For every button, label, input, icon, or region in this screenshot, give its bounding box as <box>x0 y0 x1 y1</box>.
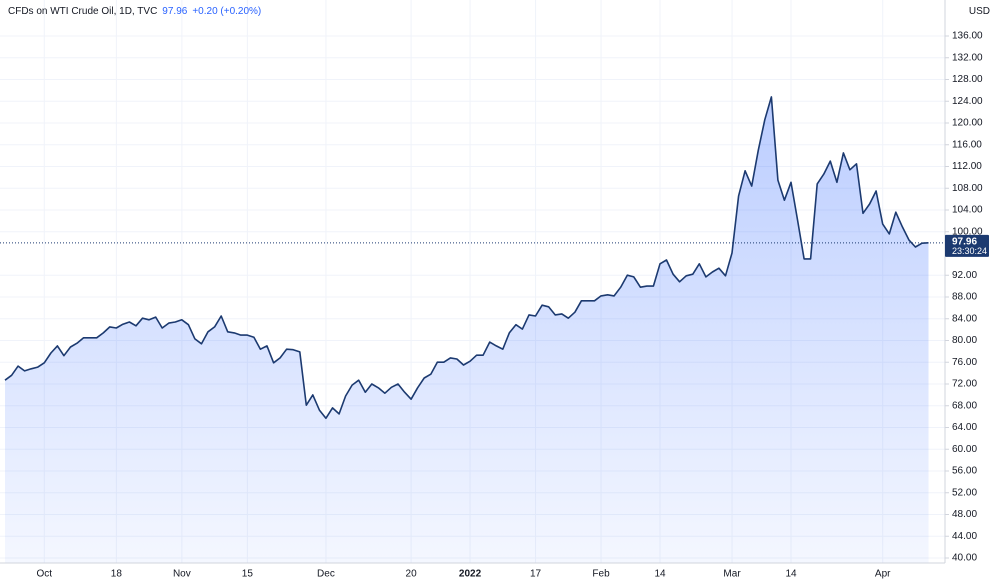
last-price-label: 97.96 <box>952 236 977 247</box>
y-tick-label: 76.00 <box>952 357 977 368</box>
x-tick-label: Apr <box>875 569 891 580</box>
x-tick-label: Dec <box>317 569 335 580</box>
y-tick-label: 100.00 <box>952 226 983 237</box>
countdown: 23:30:24 <box>952 246 987 256</box>
y-tick-label: 116.00 <box>952 139 982 150</box>
price: 97.96 <box>162 6 188 17</box>
x-tick-label: Feb <box>592 569 610 580</box>
axes: 40.00 44.00 48.00 52.00 56.00 60.00 64.00 68.00… <box>37 31 989 580</box>
x-tick-label: 18 <box>111 569 123 580</box>
change: +0.20 (+0.20%) <box>192 6 262 17</box>
x-tick-label: 2022 <box>459 569 482 580</box>
y-tick-label: 52.00 <box>952 487 977 498</box>
y-tick-label: 48.00 <box>952 509 977 520</box>
y-tick-label: 72.00 <box>952 379 977 390</box>
y-tick-label: 136.00 <box>952 31 983 42</box>
y-tick-label: 80.00 <box>952 335 977 346</box>
y-tick-label: 112.00 <box>952 161 982 172</box>
x-tick-label: 17 <box>530 569 542 580</box>
price-line <box>4 96 929 420</box>
x-tick-label: 14 <box>785 569 797 580</box>
x-tick-label: Nov <box>173 569 191 580</box>
y-tick-label: 88.00 <box>952 292 977 303</box>
plot <box>0 96 945 564</box>
currency[interactable]: USD <box>968 6 990 17</box>
y-tick-label: 40.00 <box>952 553 977 564</box>
y-tick-label: 92.00 <box>952 270 977 281</box>
y-tick-label: 60.00 <box>952 444 977 455</box>
y-tick-label: 104.00 <box>952 205 983 216</box>
y-tick-label: 108.00 <box>952 183 983 194</box>
legend-header: CFDs on WTI Crude Oil, 1D, TVC 97.96 +0.20… <box>8 6 266 17</box>
y-tick-label: 64.00 <box>952 422 977 433</box>
y-tick-label: 56.00 <box>952 466 977 477</box>
x-tick-label: 14 <box>654 569 666 580</box>
x-tick-label: Oct <box>37 569 53 580</box>
y-tick-label: 124.00 <box>952 96 983 107</box>
y-tick-label: 68.00 <box>952 400 977 411</box>
x-tick-label: 15 <box>242 569 254 580</box>
last-price-box <box>945 234 989 257</box>
y-tick-label: 84.00 <box>952 313 977 324</box>
y-tick-label: 128.00 <box>952 74 983 85</box>
y-tick-label: 44.00 <box>952 531 977 542</box>
y-tick-label: 120.00 <box>952 118 983 129</box>
x-tick-label: Mar <box>723 569 741 580</box>
x-tick-label: 20 <box>406 569 418 580</box>
area-fill <box>5 96 929 564</box>
symbol: CFDs on WTI Crude Oil, 1D, TVC <box>8 6 158 17</box>
y-tick-label: 132.00 <box>952 52 983 63</box>
